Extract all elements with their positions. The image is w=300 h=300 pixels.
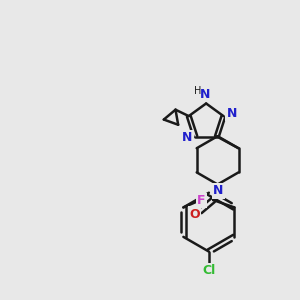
Text: O: O <box>189 208 200 221</box>
Text: N: N <box>182 131 192 145</box>
Text: N: N <box>226 106 237 120</box>
Text: N: N <box>213 184 224 197</box>
Text: H: H <box>194 85 202 95</box>
Text: N: N <box>200 88 211 101</box>
Text: Cl: Cl <box>202 264 215 277</box>
Text: F: F <box>197 194 205 207</box>
